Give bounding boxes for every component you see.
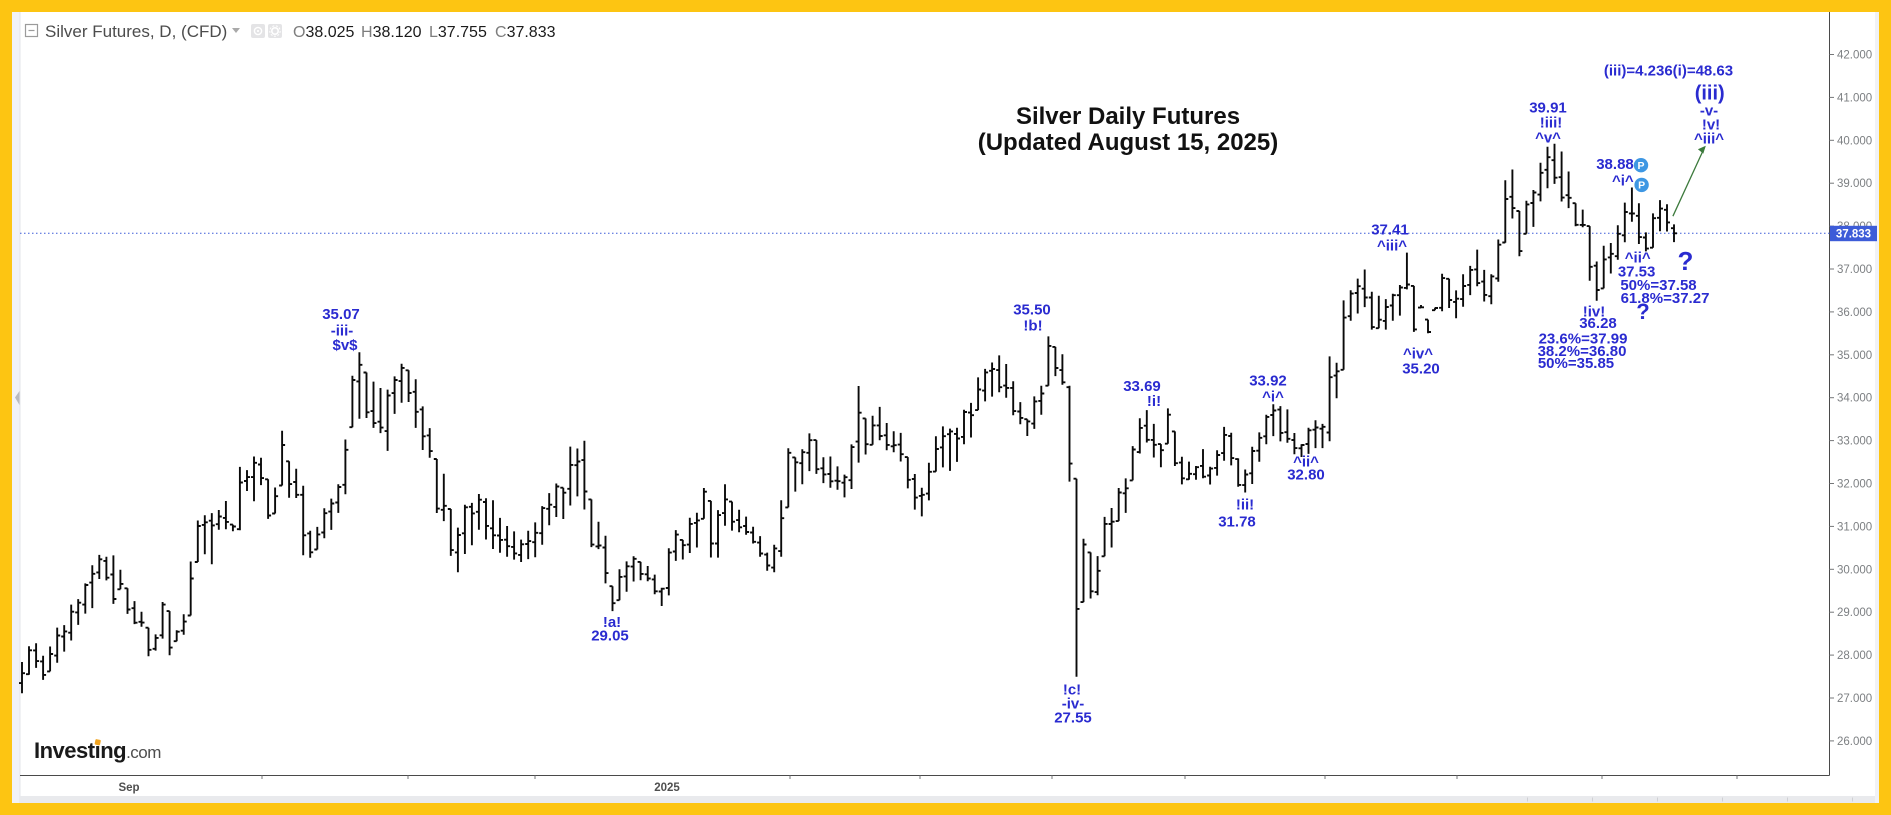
svg-text:?: ? bbox=[1678, 246, 1694, 276]
svg-text:37.53: 37.53 bbox=[1618, 263, 1656, 280]
svg-text:38.88: 38.88 bbox=[1596, 156, 1634, 173]
svg-text:39.91: 39.91 bbox=[1529, 99, 1567, 116]
svg-text:!c!: !c! bbox=[1063, 681, 1081, 698]
svg-text:38.2%=36.80: 38.2%=36.80 bbox=[1538, 343, 1627, 360]
svg-text:29.000: 29.000 bbox=[1837, 607, 1872, 619]
svg-text:27.000: 27.000 bbox=[1837, 693, 1872, 705]
svg-text:^iii^: ^iii^ bbox=[1377, 237, 1407, 254]
svg-text:32.000: 32.000 bbox=[1837, 479, 1872, 491]
svg-text:(Updated August 15, 2025): (Updated August 15, 2025) bbox=[978, 129, 1279, 156]
svg-text:2025: 2025 bbox=[654, 782, 680, 794]
svg-text:37.41: 37.41 bbox=[1371, 221, 1409, 238]
svg-text:31.000: 31.000 bbox=[1837, 521, 1872, 533]
svg-text:50%=37.58: 50%=37.58 bbox=[1620, 277, 1696, 294]
svg-text:39.000: 39.000 bbox=[1837, 178, 1872, 190]
svg-text:42.000: 42.000 bbox=[1837, 50, 1872, 62]
svg-text:^ii^: ^ii^ bbox=[1625, 249, 1651, 266]
svg-text:^i^: ^i^ bbox=[1262, 388, 1284, 405]
svg-text:33.92: 33.92 bbox=[1249, 372, 1287, 389]
svg-text:!iv!: !iv! bbox=[1583, 303, 1606, 320]
svg-text:^ii^: ^ii^ bbox=[1293, 453, 1319, 470]
svg-text:!v!: !v! bbox=[1702, 116, 1720, 133]
svg-text:35.50: 35.50 bbox=[1013, 301, 1051, 318]
svg-text:50%=35.85: 50%=35.85 bbox=[1538, 355, 1614, 372]
svg-text:?: ? bbox=[1636, 299, 1649, 324]
svg-text:-iv-: -iv- bbox=[1062, 695, 1085, 712]
svg-text:23.6%=37.99: 23.6%=37.99 bbox=[1539, 330, 1628, 347]
svg-text:-iii-: -iii- bbox=[331, 322, 354, 339]
svg-text:33.000: 33.000 bbox=[1837, 436, 1872, 448]
svg-text:35.20: 35.20 bbox=[1402, 360, 1440, 377]
svg-text:(iii): (iii) bbox=[1695, 83, 1725, 105]
svg-text:O38.025: O38.025 bbox=[293, 24, 354, 41]
svg-text:37.000: 37.000 bbox=[1837, 264, 1872, 276]
svg-text:^iv^: ^iv^ bbox=[1403, 345, 1433, 362]
svg-text:L37.755: L37.755 bbox=[429, 24, 487, 41]
svg-text:^v^: ^v^ bbox=[1535, 129, 1561, 146]
svg-text:-v-: -v- bbox=[1700, 102, 1718, 119]
svg-text:37.833: 37.833 bbox=[1836, 228, 1871, 240]
svg-text:35.000: 35.000 bbox=[1837, 350, 1872, 362]
svg-text:Silver Daily Futures: Silver Daily Futures bbox=[1016, 103, 1240, 130]
svg-text:P: P bbox=[1638, 180, 1645, 192]
svg-text:P: P bbox=[1637, 160, 1644, 172]
svg-text:26.000: 26.000 bbox=[1837, 736, 1872, 748]
svg-text:40.000: 40.000 bbox=[1837, 135, 1872, 147]
svg-text:Sep: Sep bbox=[118, 782, 139, 794]
svg-text:!a!: !a! bbox=[603, 614, 621, 631]
svg-text:34.000: 34.000 bbox=[1837, 393, 1872, 405]
svg-text:41.000: 41.000 bbox=[1837, 92, 1872, 104]
svg-text:27.55: 27.55 bbox=[1054, 709, 1092, 726]
svg-text:32.80: 32.80 bbox=[1287, 466, 1325, 483]
svg-text:61.8%=37.27: 61.8%=37.27 bbox=[1621, 290, 1710, 307]
svg-text:30.000: 30.000 bbox=[1837, 564, 1872, 576]
svg-text:C37.833: C37.833 bbox=[495, 24, 556, 41]
svg-text:!i!: !i! bbox=[1147, 393, 1161, 410]
svg-text:Silver Futures, D, (CFD): Silver Futures, D, (CFD) bbox=[45, 22, 227, 41]
svg-text:^iii^: ^iii^ bbox=[1694, 130, 1724, 147]
svg-text:^i^: ^i^ bbox=[1612, 172, 1634, 189]
svg-text:29.05: 29.05 bbox=[591, 627, 629, 644]
svg-text:H38.120: H38.120 bbox=[361, 24, 422, 41]
svg-text:28.000: 28.000 bbox=[1837, 650, 1872, 662]
svg-text:36.28: 36.28 bbox=[1579, 315, 1617, 332]
svg-text:!ii!: !ii! bbox=[1236, 496, 1254, 513]
svg-text:(iii)=4.236(i)=48.63: (iii)=4.236(i)=48.63 bbox=[1604, 62, 1733, 79]
svg-text:36.000: 36.000 bbox=[1837, 307, 1872, 319]
svg-text:!iii!: !iii! bbox=[1540, 114, 1563, 131]
svg-text:$v$: $v$ bbox=[332, 337, 358, 354]
svg-text:33.69: 33.69 bbox=[1123, 378, 1161, 395]
svg-text:!b!: !b! bbox=[1023, 317, 1042, 334]
svg-text:35.07: 35.07 bbox=[322, 306, 360, 323]
svg-text:31.78: 31.78 bbox=[1218, 513, 1256, 530]
